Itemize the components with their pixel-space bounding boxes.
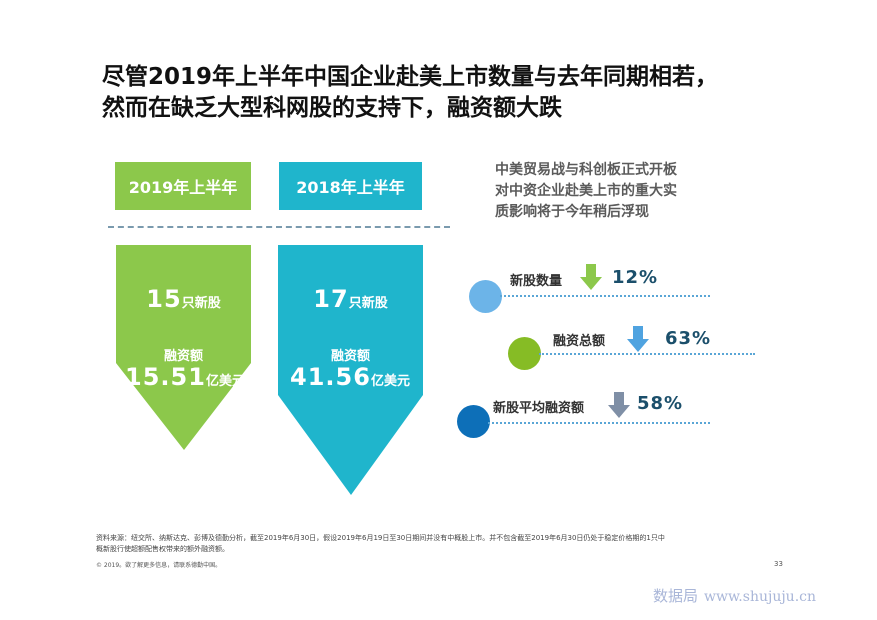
down-arrow-icon — [627, 326, 649, 352]
period-2018-header: 2018年上半年 — [279, 162, 422, 210]
period-2019-amount-label: 融资额 — [163, 349, 203, 364]
metric-total-proceeds-circle — [508, 337, 541, 370]
copyright: © 2019。欲了解更多信息，请联系德勤中国。 — [96, 562, 222, 569]
source-note-line-2: 概新股行使超额配售权带来的额外融资额。 — [96, 545, 229, 553]
metric-total-proceeds-dotted-line — [539, 353, 755, 355]
impact-note-line-3: 质影响将于今年稍后浮现 — [495, 204, 649, 220]
page-title: 尽管2019年上半年中国企业赴美上市数量与去年同期相若， 然而在缺乏大型科网股的… — [102, 62, 802, 124]
period-2019-amount-unit: 亿美元 — [205, 374, 245, 389]
metric-total-proceeds-label: 融资总额 — [553, 334, 606, 349]
watermark: 数据局 www.shujuju.cn — [653, 585, 816, 606]
page-title-line-1: 尽管2019年上半年中国企业赴美上市数量与去年同期相若， — [102, 64, 719, 90]
impact-note: 中美贸易战与科创板正式开板 对中资企业赴美上市的重大实 质影响将于今年稍后浮现 — [495, 160, 725, 223]
metric-ipo-count-value: 12% — [612, 267, 659, 288]
period-2018-ipo-count: 17只新股 — [278, 285, 423, 313]
down-arrow-icon — [608, 392, 630, 418]
metric-average-proceeds-circle — [457, 405, 490, 438]
period-2019-ipo-number: 15 — [146, 285, 182, 313]
down-arrow-icon — [580, 264, 602, 290]
source-note: 资料来源：纽交所、纳斯达克、彭博及德勤分析，截至2019年6月30日，假设201… — [96, 533, 796, 555]
period-2019-ipo-unit: 只新股 — [181, 296, 221, 311]
period-2018-amount-unit: 亿美元 — [370, 374, 410, 389]
metric-average-proceeds-value: 58% — [637, 393, 684, 414]
divider-dashed — [108, 226, 450, 228]
metric-average-proceeds-label: 新股平均融资额 — [493, 401, 585, 416]
page-title-line-2: 然而在缺乏大型科网股的支持下，融资额大跌 — [102, 95, 562, 121]
metric-ipo-count-label: 新股数量 — [510, 274, 563, 289]
period-2019-arrow-shape — [116, 245, 251, 450]
period-2018-arrow-shape — [278, 245, 423, 495]
source-note-line-1: 资料来源：纽交所、纳斯达克、彭博及德勤分析，截至2019年6月30日，假设201… — [96, 534, 665, 542]
impact-note-line-1: 中美贸易战与科创板正式开板 — [495, 162, 677, 178]
metric-ipo-count-dotted-line — [500, 295, 710, 297]
metric-average-proceeds-dotted-line — [488, 422, 710, 424]
period-2019-amount-number: 15.51 — [125, 363, 206, 391]
page-number: 33 — [774, 560, 783, 568]
period-2018-ipo-number: 17 — [313, 285, 349, 313]
watermark-brand: 数据局 — [653, 587, 699, 605]
period-2018-ipo-unit: 只新股 — [348, 296, 388, 311]
metric-total-proceeds-value: 63% — [665, 328, 712, 349]
period-2018-amount-number: 41.56 — [290, 363, 371, 391]
period-2018-amount-label: 融资额 — [330, 349, 370, 364]
period-2018-amount: 41.56亿美元 — [270, 363, 430, 391]
period-2019-ipo-count: 15只新股 — [116, 285, 251, 313]
period-2019-amount: 15.51亿美元 — [110, 363, 260, 391]
metric-ipo-count-circle — [469, 280, 502, 313]
period-2019-header: 2019年上半年 — [115, 162, 251, 210]
impact-note-line-2: 对中资企业赴美上市的重大实 — [495, 183, 677, 199]
watermark-site: www.shujuju.cn — [704, 589, 816, 605]
